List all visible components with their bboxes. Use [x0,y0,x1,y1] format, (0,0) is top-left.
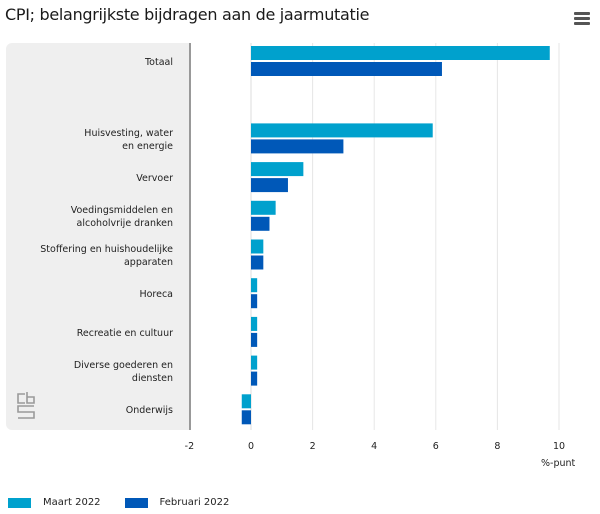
x-tick-label: 0 [248,441,254,452]
x-axis-unit-label: %-punt [541,458,576,469]
bar-februari[interactable] [251,371,258,386]
bar-februari[interactable] [251,216,270,231]
bar-februari[interactable] [251,62,442,76]
bar-februari[interactable] [251,139,344,154]
bar-februari[interactable] [251,255,264,270]
category-label: Voedingsmiddelen en alcoholvrije dranken [70,205,173,230]
legend-swatch [124,497,148,508]
x-tick-label: 8 [494,441,500,452]
legend-item[interactable]: Februari 2022 [124,497,230,508]
bar-maart[interactable] [241,394,251,409]
category-label: Huisvesting, water en energie [84,127,173,152]
bar-februari[interactable] [251,178,288,193]
x-tick-label: 6 [433,441,439,452]
bar-maart[interactable] [251,162,304,177]
bar-februari[interactable] [241,410,251,425]
bar-maart[interactable] [251,200,276,215]
category-label-panel: Totaal Huisvesting, water en energie Vervo… [6,43,189,430]
bar-maart[interactable] [251,278,258,293]
legend-label: Februari 2022 [159,497,230,508]
chart-title: CPI; belangrijkste bijdragen aan de jaar… [5,5,370,24]
bar-februari[interactable] [251,332,258,347]
x-tick-label: -2 [185,441,194,452]
x-tick-label: 10 [553,441,565,452]
legend-swatch [8,497,31,508]
category-label: Totaal [144,56,173,68]
category-axis-line [189,43,191,430]
bar-maart[interactable] [251,123,433,138]
cbs-logo-icon [17,392,35,419]
hamburger-menu-icon[interactable] [574,12,590,25]
category-label: Recreatie en cultuur [76,327,173,339]
x-tick-label: 2 [310,441,316,452]
category-label: Diverse goederen en diensten [73,359,173,384]
legend: Maart 2022 Februari 2022 [8,497,253,508]
category-label: Horeca [139,289,173,301]
bar-maart[interactable] [251,316,258,331]
bar-maart[interactable] [251,46,550,60]
bar-maart[interactable] [251,239,264,254]
x-tick-label: 4 [371,441,377,452]
category-label: Vervoer [136,172,173,184]
category-label: Onderwijs [125,405,173,417]
legend-label: Maart 2022 [43,497,101,508]
bar-februari[interactable] [251,294,258,309]
bar-maart[interactable] [251,355,258,370]
legend-item[interactable]: Maart 2022 [8,497,101,508]
category-label: Stoffering en huishoudelijke apparaten [40,243,173,268]
